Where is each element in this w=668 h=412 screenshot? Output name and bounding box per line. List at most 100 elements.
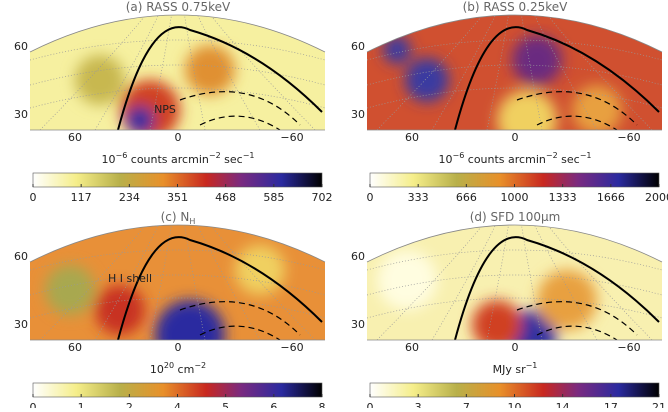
map-blob xyxy=(537,270,597,330)
colorbar-tick-label: 0 xyxy=(30,401,37,408)
map-blob xyxy=(383,36,411,64)
graticule xyxy=(94,225,164,340)
map-blob xyxy=(235,245,285,295)
shell-outline xyxy=(536,325,618,340)
lat-label: 60 xyxy=(14,250,28,263)
lat-label: 30 xyxy=(351,318,365,331)
map-blob xyxy=(75,55,125,105)
colorbar-tick-label: 234 xyxy=(119,191,140,204)
loop-outline xyxy=(454,26,660,130)
lon-label: 60 xyxy=(68,131,82,144)
map-texture xyxy=(45,245,285,340)
lon-label: 0 xyxy=(175,341,182,354)
panel-title: (a) RASS 0.75keV xyxy=(126,0,231,14)
graticule xyxy=(367,274,662,296)
graticule xyxy=(367,39,662,61)
colorbar-tick-label: 3 xyxy=(415,401,422,408)
colorbar-tick-label: 6 xyxy=(270,401,277,408)
colorbar-tick-label: 666 xyxy=(456,191,477,204)
lat-label: 30 xyxy=(351,108,365,121)
colorbar-tick-label: 1333 xyxy=(549,191,577,204)
lon-label: 60 xyxy=(405,341,419,354)
lon-label: −60 xyxy=(617,341,640,354)
map-texture xyxy=(75,45,235,130)
panel-title: (d) SFD 100μm xyxy=(470,210,561,224)
colorbar-tick-label: 8 xyxy=(319,401,326,408)
graticule xyxy=(192,15,261,130)
lon-label: −60 xyxy=(280,341,303,354)
graticule xyxy=(539,15,653,130)
lat-label: 30 xyxy=(14,108,28,121)
map-texture xyxy=(383,35,622,130)
graticule xyxy=(367,249,662,271)
graticule xyxy=(202,15,316,130)
colorbar-tick-label: 117 xyxy=(71,191,92,204)
lat-label: 60 xyxy=(351,40,365,53)
lon-label: −60 xyxy=(280,131,303,144)
graticule xyxy=(202,225,316,340)
panel: (a) RASS 0.75keV NPS 60 30 60 0 −60 10−6 counts… xyxy=(14,0,333,204)
lon-label: 0 xyxy=(512,131,519,144)
colorbar-tick-label: 0 xyxy=(367,191,374,204)
colorbar-tick-label: 0 xyxy=(367,401,374,408)
lat-label: 30 xyxy=(14,318,28,331)
map-blob xyxy=(185,45,235,95)
graticule xyxy=(39,15,154,130)
map-blob xyxy=(472,300,522,340)
shell-outline xyxy=(179,91,301,126)
graticule xyxy=(30,249,325,271)
shell-outline xyxy=(179,301,301,336)
map-blob xyxy=(95,285,145,335)
colorbar-tick-label: 10 xyxy=(508,401,522,408)
graticule xyxy=(39,225,154,340)
shell-outline xyxy=(516,91,638,126)
map-border xyxy=(366,224,663,341)
colorbar-tick-label: 2000 xyxy=(645,191,668,204)
colorbar-label: 10−6 counts arcmin−2 sec−1 xyxy=(438,151,591,166)
graticule xyxy=(30,39,325,61)
loop-outline xyxy=(117,236,323,340)
map xyxy=(367,15,662,130)
map-border xyxy=(29,224,326,341)
graticule xyxy=(529,15,598,130)
graticule xyxy=(529,225,598,340)
map xyxy=(30,225,325,340)
shell-outline xyxy=(199,325,281,340)
lon-label: 60 xyxy=(405,131,419,144)
graticule xyxy=(376,225,491,340)
colorbar-tick-label: 5 xyxy=(222,401,229,408)
annotation: NPS xyxy=(154,103,176,116)
colorbar-tick-label: 702 xyxy=(312,191,333,204)
colorbar-tick-label: 351 xyxy=(167,191,188,204)
shell-outline xyxy=(199,115,281,130)
panel: (b) RASS 0.25keV 60 30 60 0 −60 10−6 counts ar… xyxy=(351,0,668,204)
graticule xyxy=(30,297,325,319)
map-border xyxy=(29,14,326,131)
graticule xyxy=(431,15,501,130)
map-blob xyxy=(497,90,557,130)
lat-label: 60 xyxy=(14,40,28,53)
lon-label: −60 xyxy=(617,131,640,144)
map-blob xyxy=(126,106,154,130)
colorbar-label: 1020 cm−2 xyxy=(150,361,206,376)
colorbar-tick-label: 333 xyxy=(408,191,429,204)
lon-label: 0 xyxy=(512,341,519,354)
graticule xyxy=(367,87,662,109)
map-texture xyxy=(377,250,597,340)
map-blob xyxy=(155,300,225,340)
colorbar-label: MJy sr−1 xyxy=(493,361,538,376)
lat-label: 60 xyxy=(351,250,365,263)
lon-label: 0 xyxy=(175,131,182,144)
panel: (d) SFD 100μm 60 30 60 0 −60 MJy sr−1 0 3 7 10 14 17… xyxy=(351,210,666,412)
map-blob xyxy=(377,250,437,310)
colorbar-tick-label: 585 xyxy=(263,191,284,204)
graticule xyxy=(376,15,491,130)
graticule xyxy=(30,87,325,109)
graticule xyxy=(30,274,325,296)
panel: (c) NH H I shell 60 30 60 0 −60 1020 cm−2 0 1 2 4 5 6… xyxy=(14,210,326,412)
map xyxy=(367,225,662,340)
map-blob xyxy=(405,58,449,102)
colorbar-tick-label: 2 xyxy=(126,401,133,408)
colorbar-tick-label: 7 xyxy=(463,401,470,408)
colorbar-tick-label: 468 xyxy=(215,191,236,204)
